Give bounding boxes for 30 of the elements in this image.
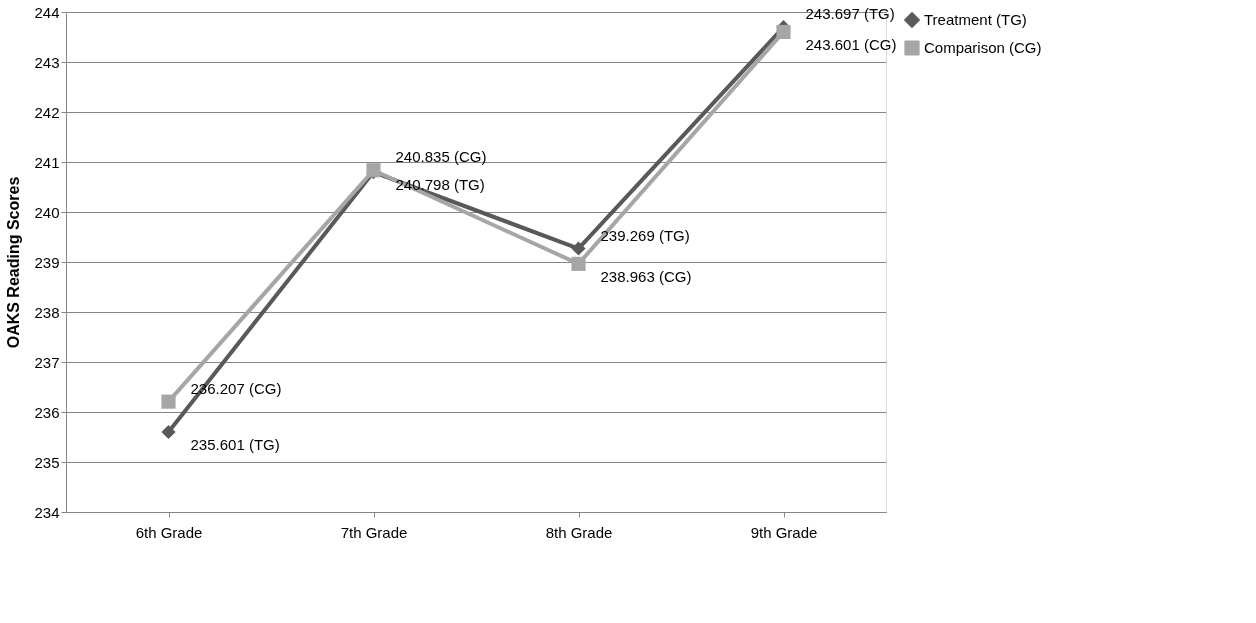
x-tick-label: 6th Grade <box>135 523 203 541</box>
data-label: 239.269 (TG) <box>600 226 690 244</box>
y-tick-label: 243 <box>34 53 60 71</box>
y-tick-label: 242 <box>34 103 60 121</box>
y-axis-title: OAKS Reading Scores <box>5 176 23 349</box>
y-tick-label: 237 <box>34 353 60 371</box>
y-tick-label: 244 <box>34 3 60 21</box>
x-tick-label: 8th Grade <box>545 523 613 541</box>
data-label: 235.601 (TG) <box>190 435 280 453</box>
y-tick-label: 234 <box>34 503 60 521</box>
data-label: 238.963 (CG) <box>600 267 692 285</box>
legend-label: Treatment (TG) <box>924 11 1027 28</box>
y-tick-label: 235 <box>34 453 60 471</box>
point <box>776 24 791 40</box>
data-label: 240.798 (TG) <box>395 176 485 194</box>
point <box>161 424 176 440</box>
point <box>571 241 586 256</box>
y-tick-label: 239 <box>34 253 60 271</box>
data-label: 240.835 (CG) <box>395 148 487 166</box>
legend-label: Comparison (CG) <box>924 39 1042 56</box>
y-tick-label: 240 <box>34 203 60 221</box>
x-tick-label: 9th Grade <box>750 523 818 541</box>
data-label: 243.601 (CG) <box>805 35 897 53</box>
y-tick-label: 241 <box>34 153 60 171</box>
x-tick-label: 7th Grade <box>340 523 408 541</box>
point <box>161 394 176 409</box>
data-label: 243.697 (TG) <box>805 5 895 23</box>
y-tick-label: 238 <box>34 303 60 321</box>
y-tick-label: 236 <box>34 403 60 421</box>
point <box>571 256 586 271</box>
